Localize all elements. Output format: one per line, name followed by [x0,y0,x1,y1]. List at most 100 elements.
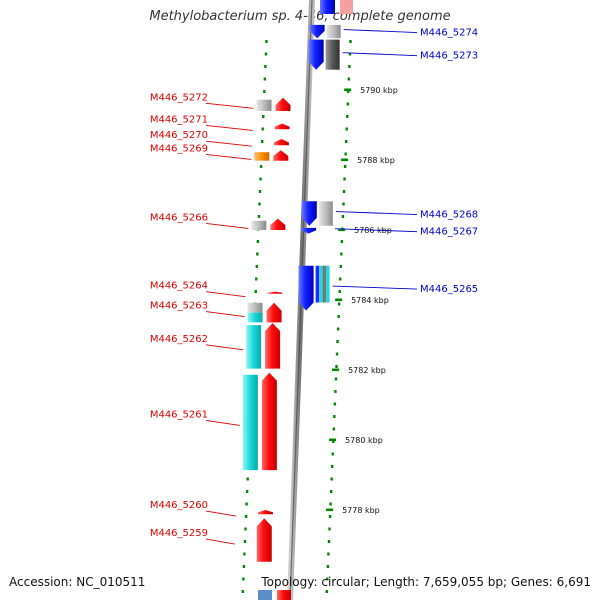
feature-grey [251,220,267,230]
track-dash [242,577,245,581]
track-dash [348,65,351,68]
gene-arrow-m446_5270 [273,139,289,146]
track-dash [343,177,346,181]
track-dash [258,190,262,193]
left-gene-label-8: M446_5261 [150,409,208,420]
feature-stripe [326,265,330,303]
left-leader-line [205,344,244,351]
right-leader-line [342,52,418,57]
track-dash [336,340,339,343]
track-dash [337,302,341,306]
track-dash [258,202,261,206]
partial-gene-top [320,0,335,14]
track-dash [332,427,336,431]
track-dash [257,215,261,218]
track-dash [336,327,340,331]
left-gene-label-6: M446_5263 [150,301,208,312]
feature-cyan [242,374,258,471]
gene-arrow-m446_5264 [267,291,283,294]
right-gene-label-0: M446_5274 [420,28,478,39]
scale-label-6: 5778 kbp [342,506,380,515]
feature-grey [256,99,272,111]
partial-feature-top [340,0,353,14]
feature-grey [318,201,333,226]
right-gene-label-3: M446_5267 [420,227,478,238]
track-dash [343,165,347,168]
track-dash [334,377,338,381]
track-dash [342,190,346,193]
track-dash [333,402,337,406]
gene-arrow-m446_5267 [301,227,317,234]
scale-label-1: 5788 kbp [357,156,395,165]
gene-arrow-m446_5260 [257,510,273,515]
left-gene-label-5: M446_5264 [150,281,208,292]
track-dash [346,102,349,106]
track-dash [335,365,338,368]
gene-arrow-m446_5263 [266,302,282,323]
scale-label-4: 5782 kbp [348,366,386,375]
partial-feature-bottom [258,590,272,600]
left-leader-line [205,140,252,147]
left-gene-label-0: M446_5272 [150,92,208,103]
scale-tick [335,298,343,302]
track-dash [328,527,331,531]
gene-arrow-m446_5259 [256,518,272,562]
track-dash [332,440,335,443]
track-dash [346,115,349,118]
feature-stripe [322,265,327,303]
track-dash [331,452,334,456]
right-gene-label-1: M446_5273 [420,51,478,62]
track-dash [325,590,329,593]
track-dash [327,540,331,543]
track-dash [334,390,337,393]
track-dash [255,265,259,268]
scale-tick [326,508,334,512]
left-gene-label-7: M446_5262 [150,334,208,345]
track-dash [245,502,248,506]
feature-stripe [319,265,323,303]
track-dash [342,202,345,206]
track-dash [335,352,339,356]
track-dash [345,127,348,131]
track-dash [341,215,345,218]
right-leader-line [332,285,418,290]
left-gene-label-1: M446_5271 [150,114,208,125]
track-dash [264,65,267,68]
right-leader-line [343,29,418,33]
feature-stripe [315,265,320,303]
track-dash [259,165,263,168]
track-dash [260,140,264,143]
track-dash [339,265,343,268]
gene-arrow-m446_5274 [309,24,325,39]
feature-grey [326,24,341,39]
feature-cyan [246,325,262,369]
right-leader-line [335,211,418,215]
gene-arrow-m446_5271 [274,123,290,130]
feature-orange [254,152,270,161]
track-dash [329,490,333,493]
scale-tick [332,368,340,372]
track-dash [264,52,268,56]
left-gene-label-3: M446_5269 [150,143,208,154]
track-dash [256,240,260,243]
scale-label-3: 5784 kbp [351,296,389,305]
left-leader-line [205,311,245,318]
track-dash [337,315,340,318]
track-dash [347,77,351,81]
feature-grey [325,39,340,70]
scale-label-5: 5780 kbp [345,436,383,445]
left-leader-line [205,538,235,545]
genome-summary-text: Topology: circular; Length: 7,659,055 bp… [261,575,591,589]
right-leader-line [335,228,418,233]
track-dash [326,577,329,581]
gene-arrow-m446_5268 [301,201,317,226]
left-leader-line [205,291,246,298]
track-dash [245,490,249,493]
track-dash [246,477,249,481]
track-dash [262,115,265,118]
track-dash [329,502,332,506]
track-dash [265,40,268,43]
track-dash [333,415,336,418]
